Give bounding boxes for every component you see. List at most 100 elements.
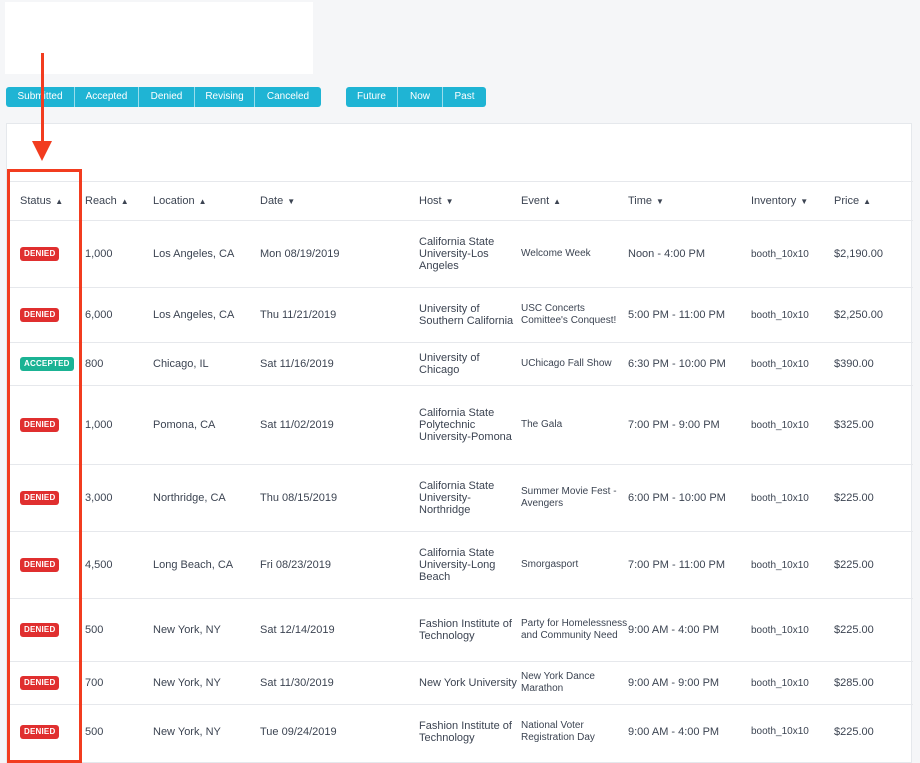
- time-cell: 7:00 PM - 11:00 PM: [628, 531, 751, 599]
- reach-cell: 800: [85, 342, 153, 386]
- event-cell: Welcome Week: [521, 220, 628, 288]
- column-header-location[interactable]: Location ▲: [153, 181, 260, 221]
- sort-caret-icon: ▼: [287, 197, 296, 206]
- inventory-cell: booth_10x10: [751, 342, 834, 386]
- event-cell: Summer Movie Fest - Avengers: [521, 464, 628, 532]
- date-cell: Tue 09/24/2019: [260, 704, 419, 759]
- price-cell: $2,250.00: [834, 287, 913, 343]
- location-cell: Pomona, CA: [153, 385, 260, 465]
- inventory-cell: booth_10x10: [751, 385, 834, 465]
- status-badge: DENIED: [20, 724, 60, 739]
- events-table: Status ▲ Reach ▲ Location ▲ Date ▼ Host ▼ Eve…: [7, 181, 913, 759]
- date-cell: Fri 08/23/2019: [260, 531, 419, 599]
- filter-denied-button[interactable]: Denied: [139, 87, 195, 107]
- column-header-time[interactable]: Time ▼: [628, 181, 751, 221]
- reach-cell: 500: [85, 598, 153, 662]
- time-cell: 6:00 PM - 10:00 PM: [628, 464, 751, 532]
- reach-cell: 1,000: [85, 220, 153, 288]
- time-cell: 6:30 PM - 10:00 PM: [628, 342, 751, 386]
- date-cell: Thu 08/15/2019: [260, 464, 419, 532]
- column-header-host[interactable]: Host ▼: [419, 181, 521, 221]
- location-cell: Long Beach, CA: [153, 531, 260, 599]
- filter-revising-button[interactable]: Revising: [195, 87, 255, 107]
- time-cell: 7:00 PM - 9:00 PM: [628, 385, 751, 465]
- event-cell: USC Concerts Comittee's Conquest!: [521, 287, 628, 343]
- status-badge: DENIED: [20, 558, 60, 572]
- filter-submitted-button[interactable]: Submitted: [6, 87, 75, 107]
- host-cell: University of Chicago: [419, 342, 521, 386]
- date-cell: Sat 11/02/2019: [260, 385, 419, 465]
- filter-canceled-button[interactable]: Canceled: [266, 91, 310, 102]
- event-cell: New York Dance Marathon: [521, 661, 628, 705]
- column-header-event[interactable]: Event ▲: [521, 181, 628, 221]
- column-header-price[interactable]: Price ▲: [834, 181, 913, 221]
- column-header-date[interactable]: Date ▼: [260, 181, 419, 221]
- sort-caret-icon: ▼: [656, 197, 664, 206]
- sort-caret-icon: ▲: [553, 197, 562, 206]
- sort-caret-icon: ▲: [120, 197, 129, 206]
- table-row[interactable]: DENIED 500 New York, NY Tue 09/24/2019 Fashi…: [7, 704, 913, 759]
- table-header-row: Status ▲ Reach ▲ Location ▲ Date ▼ Host ▼ Eve…: [7, 181, 913, 221]
- column-header-inventory[interactable]: Inventory ▼: [751, 181, 834, 221]
- table-row[interactable]: ACCEPTED 800 Chicago, IL Sat 11/16/2019 Univ…: [7, 342, 913, 386]
- top-blank-panel: [5, 2, 313, 74]
- status-badge: ACCEPTED: [20, 357, 74, 371]
- time-filter-group: Future Now Past: [346, 87, 486, 107]
- status-cell: DENIED: [7, 287, 85, 343]
- status-filter-group: Submitted Accepted Denied Revising Cance…: [6, 87, 321, 107]
- date-cell: Thu 11/21/2019: [260, 287, 419, 343]
- time-cell: Noon - 4:00 PM: [628, 220, 751, 288]
- inventory-cell: booth_10x10: [751, 531, 834, 599]
- filter-now-button[interactable]: Now: [398, 87, 443, 107]
- host-cell: Fashion Institute of Technology: [419, 598, 521, 662]
- price-cell: $390.00: [834, 342, 913, 386]
- table-row[interactable]: DENIED 500 New York, NY Sat 12/14/2019 Fashi…: [7, 598, 913, 662]
- location-cell: New York, NY: [153, 661, 260, 705]
- location-cell: New York, NY: [153, 704, 260, 759]
- event-cell: The Gala: [521, 385, 628, 465]
- reach-cell: 4,500: [85, 531, 153, 599]
- table-row[interactable]: DENIED 6,000 Los Angeles, CA Thu 11/21/2019…: [7, 287, 913, 343]
- status-badge: DENIED: [20, 308, 60, 322]
- table-row[interactable]: DENIED 3,000 Northridge, CA Thu 08/15/2019 C…: [7, 464, 913, 532]
- host-cell: California State University-Northridge: [419, 464, 521, 532]
- status-badge: DENIED: [20, 491, 60, 505]
- status-cell: DENIED: [7, 704, 85, 759]
- event-cell: UChicago Fall Show: [521, 342, 628, 386]
- sort-caret-icon: ▲: [55, 197, 64, 206]
- column-header-reach[interactable]: Reach ▲: [85, 181, 153, 221]
- date-cell: Sat 11/30/2019: [260, 661, 419, 705]
- table-row[interactable]: DENIED 700 New York, NY Sat 11/30/2019 New Y…: [7, 661, 913, 705]
- reach-cell: 3,000: [85, 464, 153, 532]
- price-cell: $225.00: [834, 464, 913, 532]
- filter-accepted-button[interactable]: Accepted: [75, 87, 139, 107]
- table-row[interactable]: DENIED 4,500 Long Beach, CA Fri 08/23/2019 C…: [7, 531, 913, 599]
- price-cell: $225.00: [834, 531, 913, 599]
- date-cell: Mon 08/19/2019: [260, 220, 419, 288]
- status-cell: DENIED: [7, 385, 85, 465]
- table-row[interactable]: DENIED 1,000 Los Angeles, CA Mon 08/19/2019…: [7, 220, 913, 288]
- sort-caret-icon: ▲: [863, 197, 871, 206]
- location-cell: Los Angeles, CA: [153, 287, 260, 343]
- filter-future-button[interactable]: Future: [346, 87, 398, 107]
- arrow-down-icon: [41, 53, 44, 143]
- reach-cell: 500: [85, 704, 153, 759]
- status-badge: DENIED: [20, 247, 60, 261]
- table-row[interactable]: DENIED 1,000 Pomona, CA Sat 11/02/2019 Calif…: [7, 385, 913, 465]
- time-cell: 9:00 AM - 4:00 PM: [628, 598, 751, 662]
- status-cell: DENIED: [7, 220, 85, 288]
- status-badge: DENIED: [20, 418, 60, 432]
- filter-past-button[interactable]: Past: [454, 91, 475, 102]
- location-cell: Los Angeles, CA: [153, 220, 260, 288]
- column-header-status[interactable]: Status ▲: [7, 181, 85, 221]
- price-cell: $2,190.00: [834, 220, 913, 288]
- status-cell: DENIED: [7, 531, 85, 599]
- date-cell: Sat 12/14/2019: [260, 598, 419, 662]
- host-cell: California State Polytechnic University-…: [419, 385, 521, 465]
- host-cell: New York University: [419, 661, 521, 705]
- reach-cell: 700: [85, 661, 153, 705]
- inventory-cell: booth_10x10: [751, 287, 834, 343]
- status-cell: DENIED: [7, 598, 85, 662]
- event-cell: Party for Homelessness and Community Nee…: [521, 598, 628, 662]
- event-cell: Smorgasport: [521, 531, 628, 599]
